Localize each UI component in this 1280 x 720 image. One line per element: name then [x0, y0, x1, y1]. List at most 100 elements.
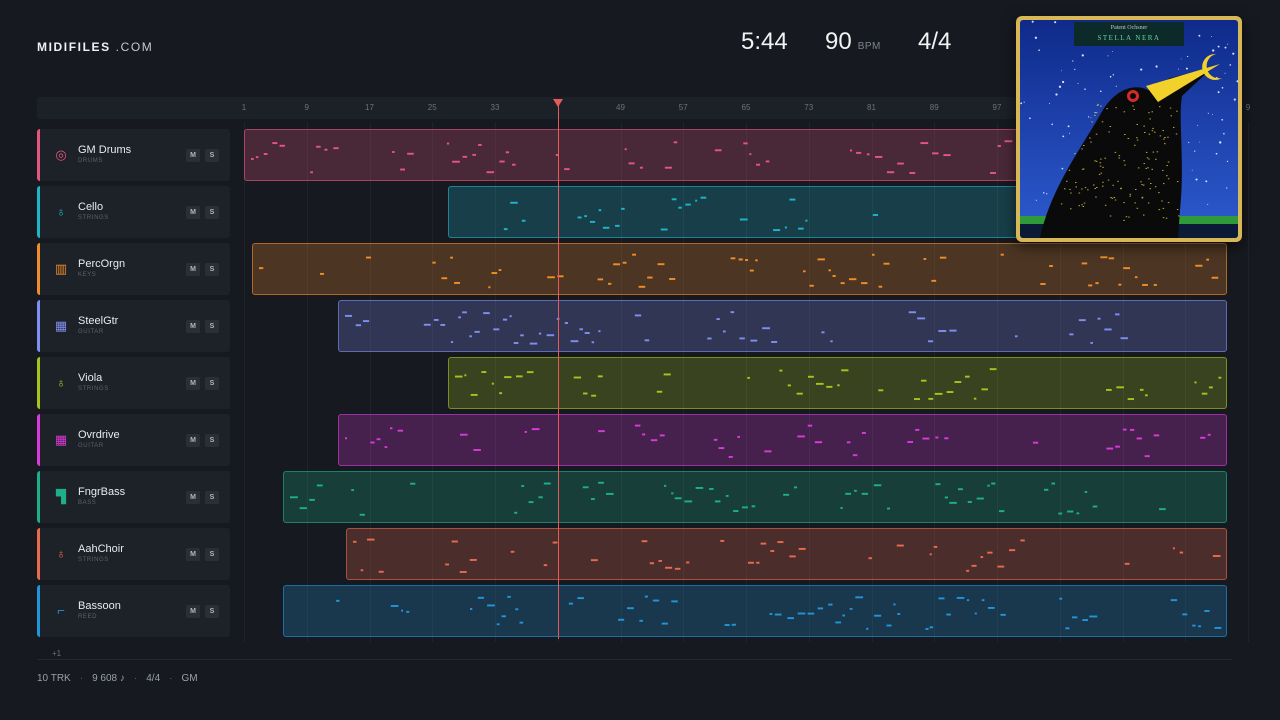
grid-line — [683, 122, 685, 642]
track-color-stripe — [37, 471, 40, 523]
mute-button[interactable]: M — [186, 434, 200, 447]
midi-clip[interactable] — [283, 471, 1227, 523]
brand-domain: .COM — [115, 40, 154, 54]
track-category: STRINGS — [78, 557, 109, 563]
midi-clip[interactable] — [338, 414, 1227, 466]
midi-clip[interactable] — [338, 300, 1227, 352]
solo-button[interactable]: S — [205, 263, 219, 276]
track-category: STRINGS — [78, 386, 109, 392]
track-color-stripe — [37, 585, 40, 637]
note-pattern — [345, 311, 1129, 345]
solo-button[interactable]: S — [205, 548, 219, 561]
track-name: GM Drums — [78, 144, 132, 156]
track-category: KEYS — [78, 272, 97, 278]
timeline-ruler[interactable]: 1 9 17 25 33 49 57 65 73 81 89 97 9 — [37, 97, 1250, 119]
grid-line — [934, 122, 936, 642]
track-header[interactable]: ▜ FngrBass BASS M S — [37, 471, 230, 523]
tempo-unit: BPM — [857, 41, 881, 52]
track-header[interactable]: ⌐ Bassoon REED M S — [37, 585, 230, 637]
bass-icon: ▜ — [56, 489, 66, 504]
midi-clip[interactable] — [283, 585, 1227, 637]
solo-button[interactable]: S — [205, 206, 219, 219]
tempo-value: 90 — [825, 28, 852, 55]
track-header[interactable]: ♁ Cello STRINGS M S — [37, 186, 230, 238]
grid-line — [808, 122, 810, 642]
track-header[interactable]: ▥ PercOrgn KEYS M S — [37, 243, 230, 295]
solo-button[interactable]: S — [205, 491, 219, 504]
grid-line — [746, 122, 747, 642]
track-category: REED — [78, 614, 98, 620]
solo-button[interactable]: S — [205, 434, 219, 447]
track-name: FngrBass — [78, 486, 126, 498]
solo-button[interactable]: S — [205, 320, 219, 333]
track-color-stripe — [37, 300, 40, 352]
ruler-tick: 49 — [616, 103, 625, 112]
note-pattern — [454, 368, 1222, 401]
track-name: SteelGtr — [78, 315, 119, 327]
mute-button[interactable]: M — [186, 263, 200, 276]
solo-button[interactable]: S — [205, 605, 219, 618]
midi-clip[interactable] — [447, 357, 1227, 409]
track-header[interactable]: ♁ Viola STRINGS M S — [37, 357, 230, 409]
track-name: Bassoon — [78, 600, 121, 612]
grid-line — [1122, 122, 1124, 642]
tempo-display: 90 BPM — [825, 28, 881, 58]
track-name: Ovrdrive — [78, 429, 120, 441]
grid-line — [369, 122, 371, 642]
drum-icon: ◎ — [55, 147, 67, 162]
playhead[interactable] — [557, 99, 559, 639]
violin-icon: ♁ — [56, 375, 66, 390]
ruler-tick: 1 — [241, 103, 247, 112]
grid-line — [432, 122, 434, 642]
track-category: GUITAR — [78, 443, 104, 449]
mute-button[interactable]: M — [186, 548, 200, 561]
mute-button[interactable]: M — [186, 149, 200, 162]
note-count: 9 608 ♪ — [92, 673, 125, 684]
grid-line — [620, 122, 622, 642]
grid-line — [306, 122, 308, 642]
grid-line — [1248, 122, 1249, 642]
more-tracks-count[interactable]: +1 — [52, 649, 62, 658]
violin-icon: ♁ — [56, 546, 66, 561]
grid-line — [871, 122, 873, 642]
track-color-stripe — [37, 243, 40, 295]
grid-line — [997, 122, 998, 642]
solo-button[interactable]: S — [205, 377, 219, 390]
status-bar: 10 TRK · 9 608 ♪ · 4/4 · GM — [37, 673, 198, 684]
midi-clip[interactable] — [345, 528, 1227, 580]
ruler-tick: 57 — [678, 103, 688, 112]
track-header[interactable]: ♁ AahChoir STRINGS M S — [37, 528, 230, 580]
mute-button[interactable]: M — [186, 320, 200, 333]
ruler-tick: 33 — [490, 103, 500, 112]
ruler-tick: 65 — [741, 103, 751, 112]
midi-clip[interactable] — [251, 243, 1227, 295]
ruler-tick: 73 — [804, 103, 814, 112]
track-category: DRUMS — [78, 158, 103, 164]
track-header[interactable]: ◎ GM Drums DRUMS M S — [37, 129, 230, 181]
mute-button[interactable]: M — [186, 377, 200, 390]
bassoon-icon: ⌐ — [57, 603, 65, 618]
track-color-stripe — [37, 186, 40, 238]
ruler-tick: 25 — [427, 103, 437, 112]
track-header[interactable]: ▦ SteelGtr GUITAR M S — [37, 300, 230, 352]
track-count: 10 TRK — [37, 673, 71, 684]
violin-icon: ♁ — [56, 204, 66, 219]
mute-button[interactable]: M — [186, 491, 200, 504]
album-title: STELLA NERA — [1097, 34, 1161, 42]
album-cover: Patent Ochsner STELLA NERA — [1016, 16, 1242, 242]
mute-button[interactable]: M — [186, 605, 200, 618]
grid-line — [1185, 122, 1187, 642]
song-duration: 5:44 — [741, 28, 788, 55]
guitar-grid-icon: ▦ — [54, 432, 68, 447]
album-artist: Patent Ochsner — [1110, 25, 1148, 31]
album-label: Patent Ochsner STELLA NERA — [1074, 22, 1184, 46]
ruler-tick: 9 — [304, 103, 309, 112]
track-name: Cello — [78, 201, 104, 213]
solo-button[interactable]: S — [205, 149, 219, 162]
footer-divider — [37, 659, 1232, 660]
ruler-tick: 89 — [929, 103, 939, 112]
track-name: PercOrgn — [78, 258, 126, 270]
mute-button[interactable]: M — [186, 206, 200, 219]
track-name: AahChoir — [78, 543, 124, 555]
track-header[interactable]: ▦ Ovrdrive GUITAR M S — [37, 414, 230, 466]
